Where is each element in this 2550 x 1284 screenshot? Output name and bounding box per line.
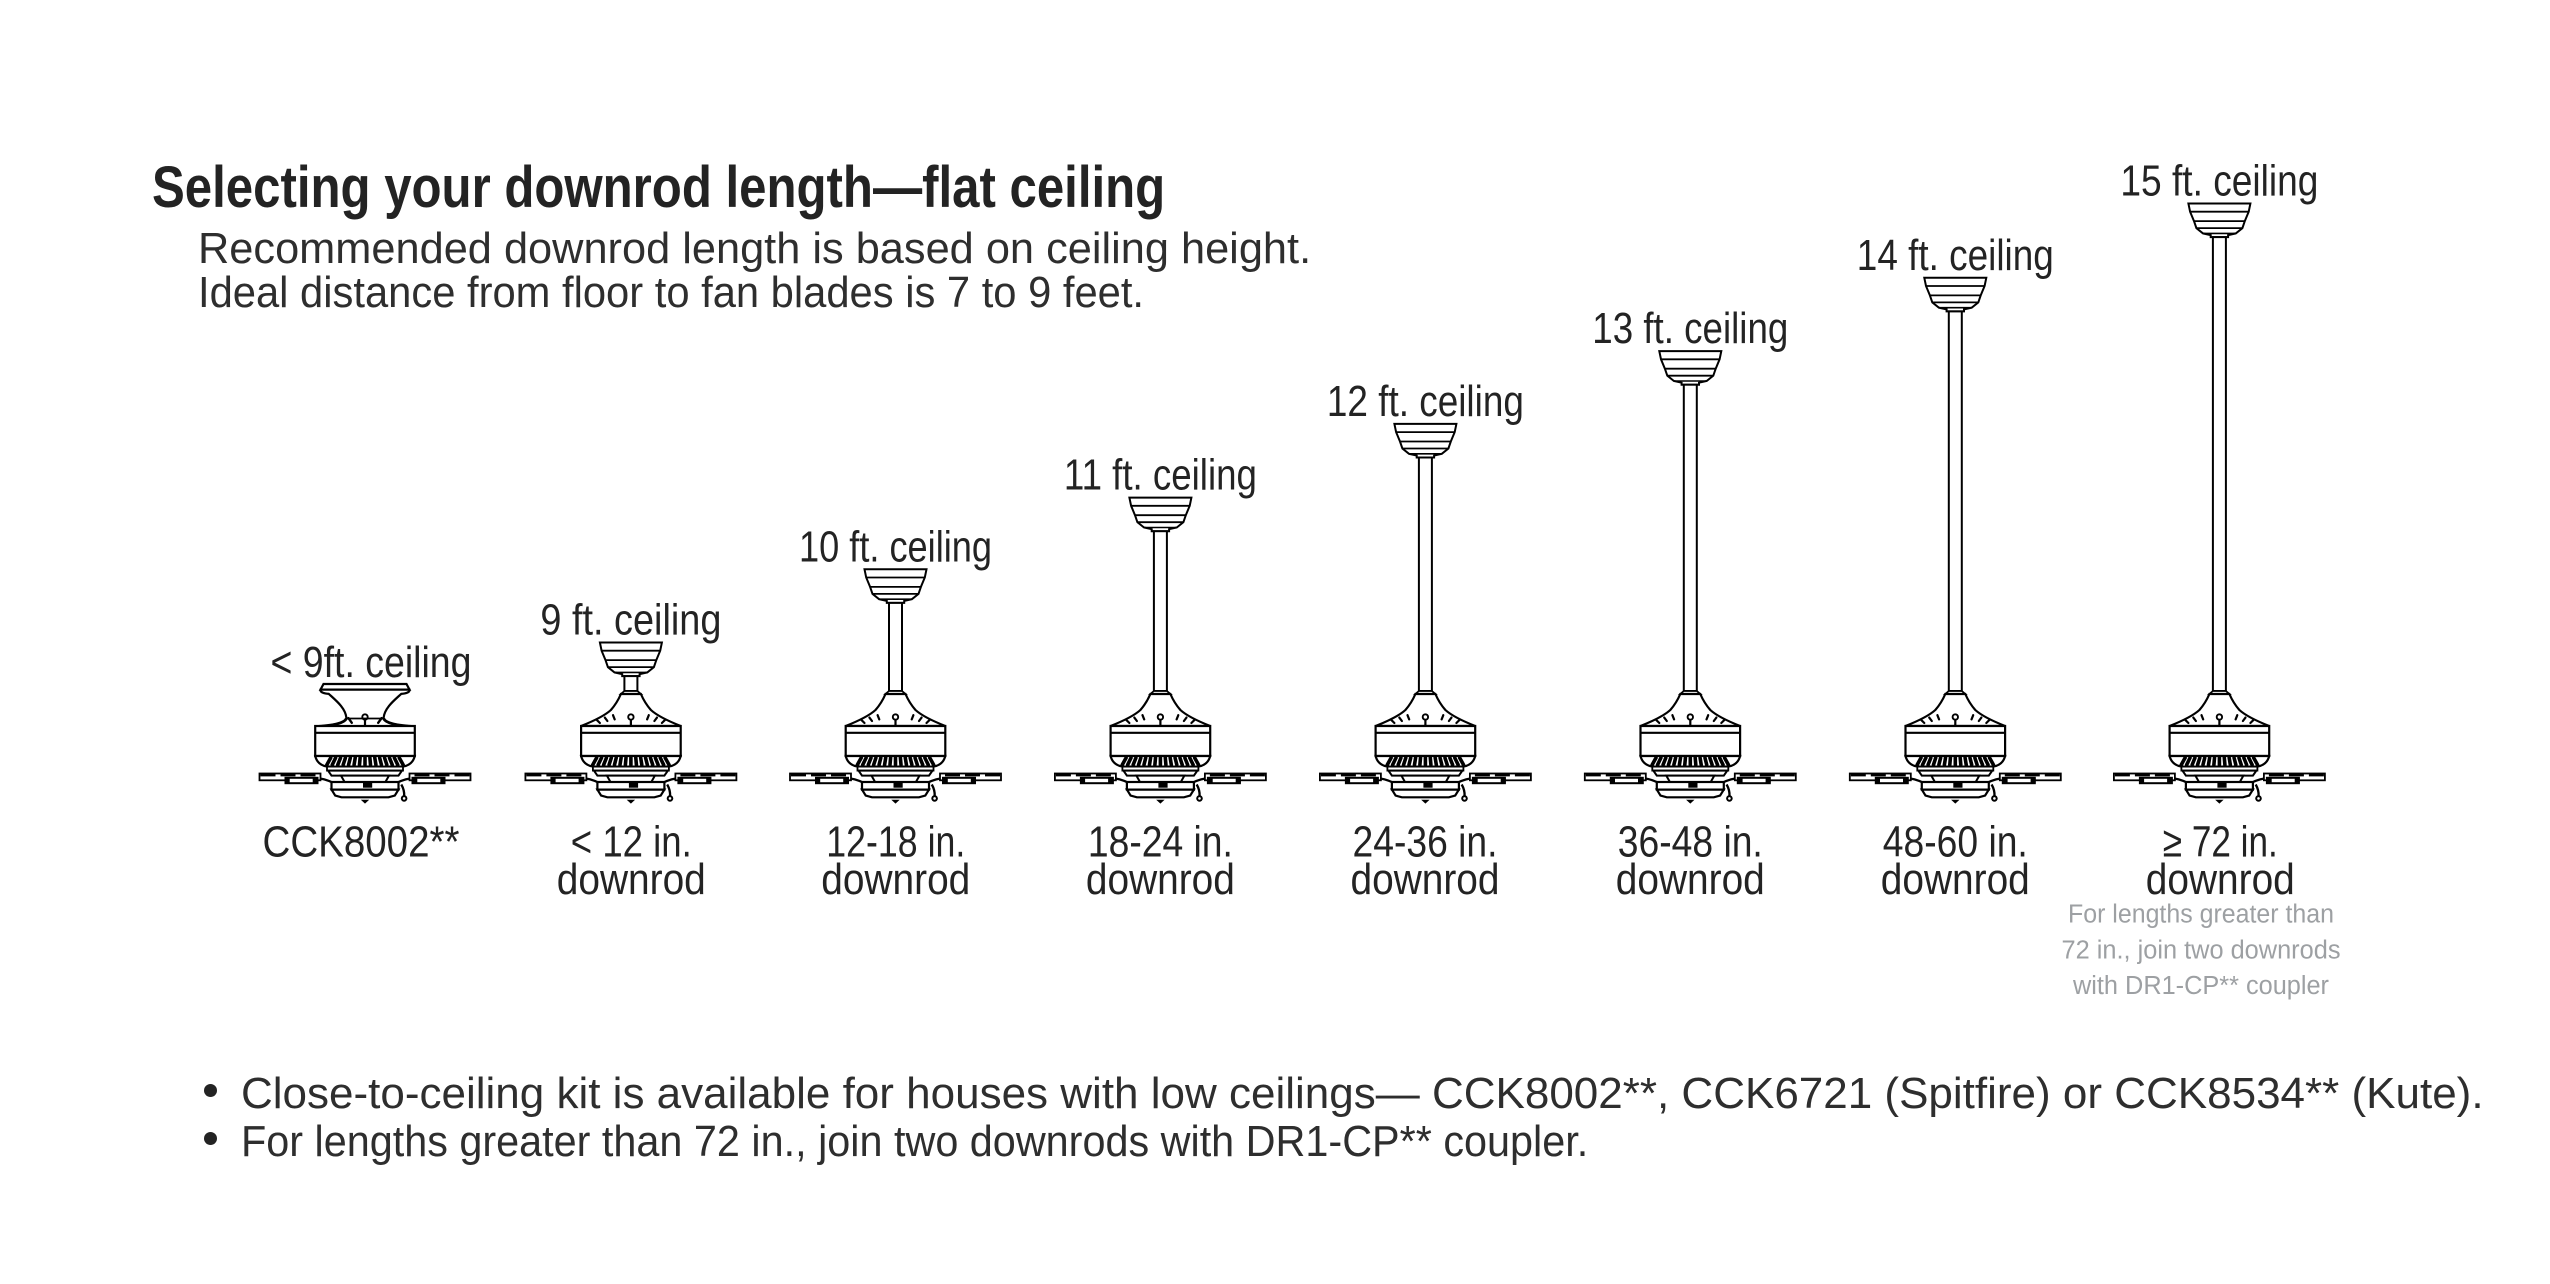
svg-text:downrod: downrod [1881, 856, 2030, 904]
svg-text:13 ft. ceiling: 13 ft. ceiling [1592, 305, 1788, 353]
svg-text:15 ft. ceiling: 15 ft. ceiling [2120, 158, 2318, 206]
svg-text:18-24 in.: 18-24 in. [1088, 819, 1233, 867]
svg-text:< 12 in.: < 12 in. [571, 819, 692, 867]
svg-text:36-48 in.: 36-48 in. [1618, 819, 1763, 867]
svg-text:≥ 72 in.: ≥ 72 in. [2163, 819, 2278, 867]
svg-text:downrod: downrod [557, 856, 706, 904]
svg-text:< 9ft. ceiling: < 9ft. ceiling [271, 639, 472, 687]
svg-text:24-36 in.: 24-36 in. [1353, 819, 1498, 867]
svg-text:downrod: downrod [821, 856, 970, 904]
svg-text:downrod: downrod [1616, 856, 1765, 904]
svg-text:14 ft. ceiling: 14 ft. ceiling [1857, 232, 2054, 280]
svg-text:downrod: downrod [1086, 856, 1235, 904]
svg-text:12 ft. ceiling: 12 ft. ceiling [1327, 378, 1524, 426]
svg-text:downrod: downrod [2146, 856, 2295, 904]
svg-text:72 in., join two downrods: 72 in., join two downrods [2062, 937, 2341, 965]
svg-text:10 ft. ceiling: 10 ft. ceiling [799, 523, 992, 571]
svg-text:CCK8002**: CCK8002** [263, 819, 460, 867]
svg-text:For lengths greater than: For lengths greater than [2068, 900, 2334, 928]
svg-text:downrod: downrod [1351, 856, 1500, 904]
svg-text:48-60 in.: 48-60 in. [1883, 819, 2028, 867]
svg-text:9 ft. ceiling: 9 ft. ceiling [540, 597, 721, 645]
svg-text:12-18 in.: 12-18 in. [826, 819, 965, 867]
svg-text:with DR1-CP** coupler: with DR1-CP** coupler [2072, 972, 2329, 1000]
svg-text:11 ft. ceiling: 11 ft. ceiling [1064, 452, 1257, 500]
